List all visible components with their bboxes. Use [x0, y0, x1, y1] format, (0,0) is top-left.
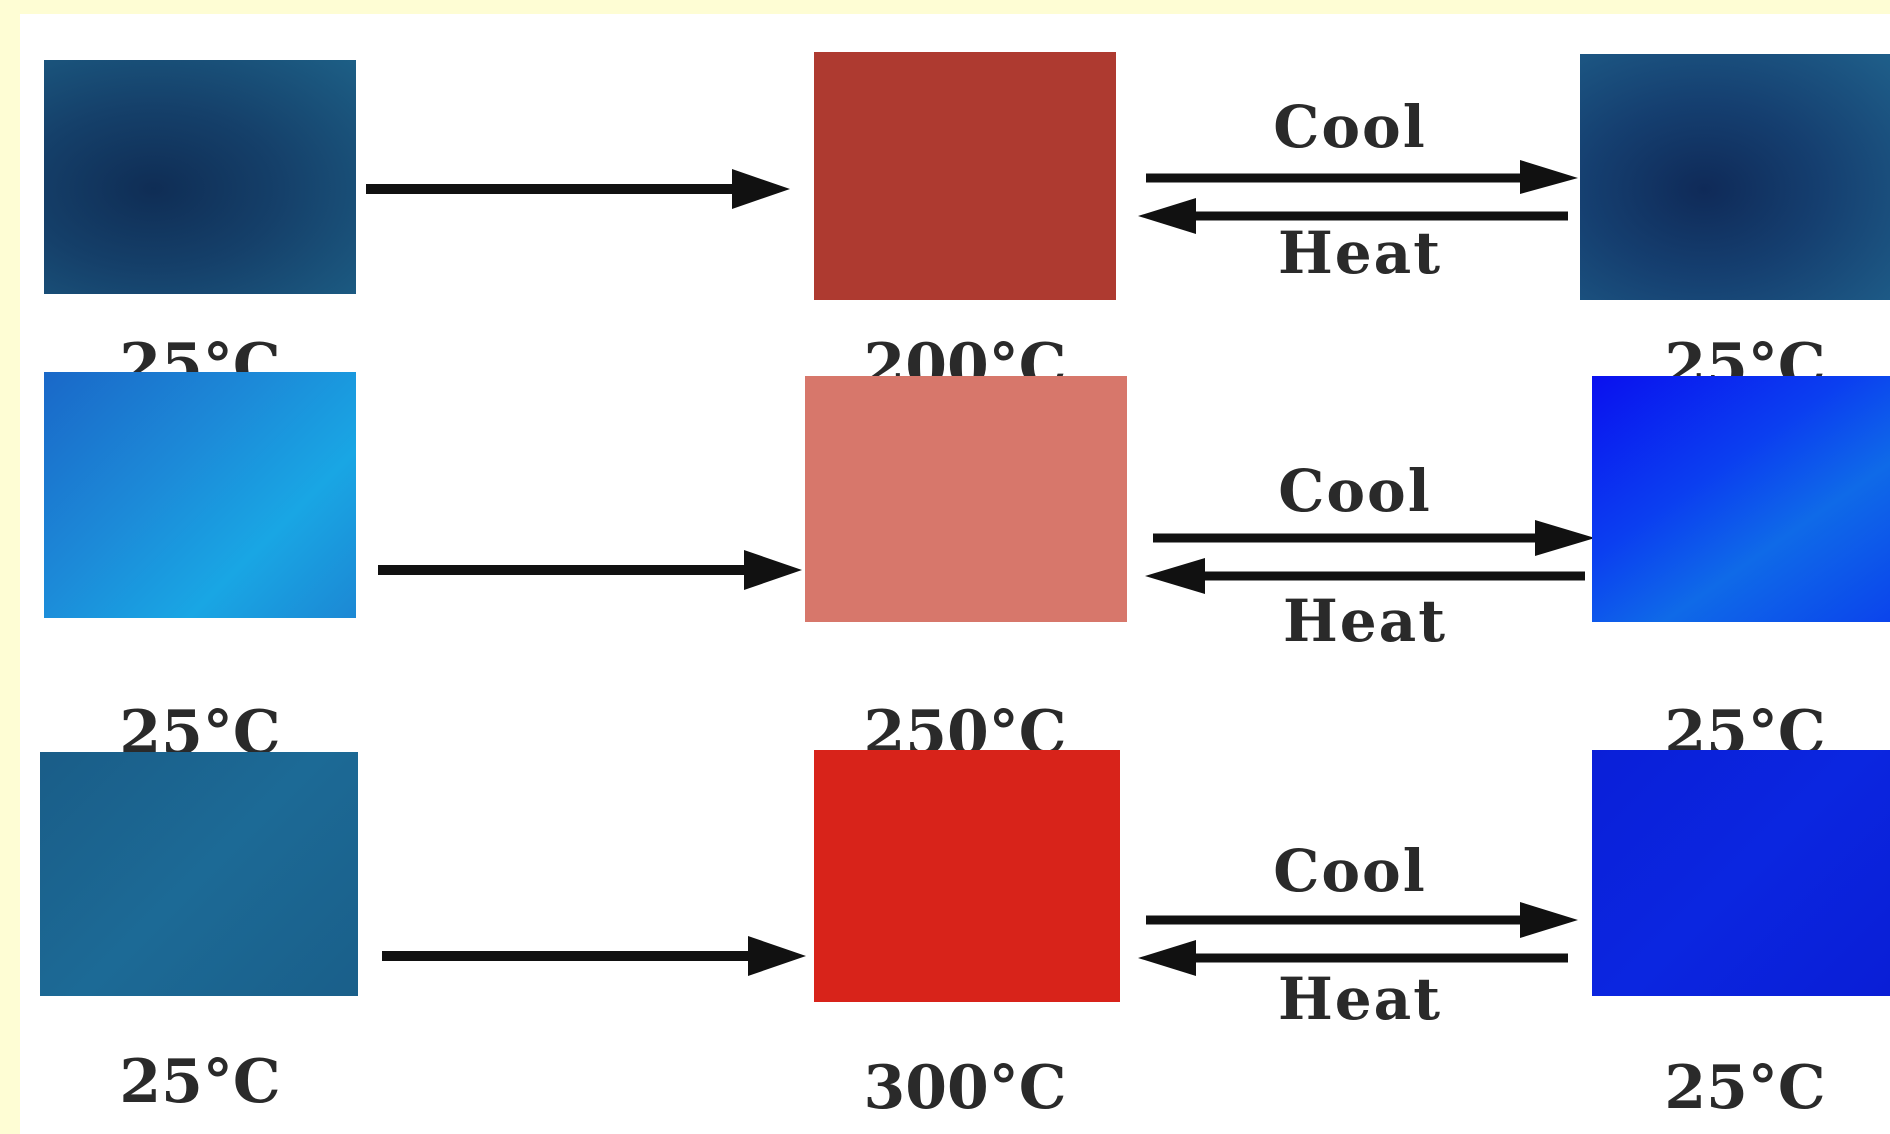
heat-label: Heat: [1277, 219, 1443, 287]
initial-swatch: [40, 752, 358, 996]
final-swatch: [1580, 54, 1890, 300]
final-swatch: [1592, 376, 1890, 622]
heat-label: Heat: [1282, 587, 1448, 655]
reversible-arrows: [1138, 902, 1578, 976]
heated-swatch: [805, 376, 1127, 622]
initial-swatch: [44, 60, 356, 294]
final-swatch: [1592, 750, 1890, 996]
row-3: 25°C 300°C Cool Heat 25°C: [20, 750, 1890, 1124]
reversible-arrows: [1138, 160, 1578, 234]
heat-label: Heat: [1277, 965, 1443, 1033]
diagram-panel: 25°C 200°C Cool Heat 25°C 25°C 250°C Coo…: [20, 14, 1890, 1134]
heating-arrow: [382, 936, 806, 976]
initial-temp-label: 25°C: [119, 1047, 281, 1117]
reversible-arrows: [1145, 520, 1595, 594]
row-2: 25°C 250°C Cool Heat 25°C: [20, 372, 1890, 763]
heated-temp-label: 300°C: [863, 1053, 1067, 1123]
heated-swatch: [814, 52, 1116, 300]
initial-swatch: [44, 372, 356, 618]
heating-arrow: [366, 169, 790, 209]
cool-label: Cool: [1273, 837, 1427, 905]
row-1: 25°C 200°C Cool Heat 25°C: [20, 14, 1890, 396]
heated-swatch: [814, 750, 1120, 1002]
cool-label: Cool: [1278, 457, 1432, 525]
cool-label: Cool: [1273, 93, 1427, 161]
final-temp-label: 25°C: [1664, 1053, 1826, 1123]
heating-arrow: [378, 550, 802, 590]
